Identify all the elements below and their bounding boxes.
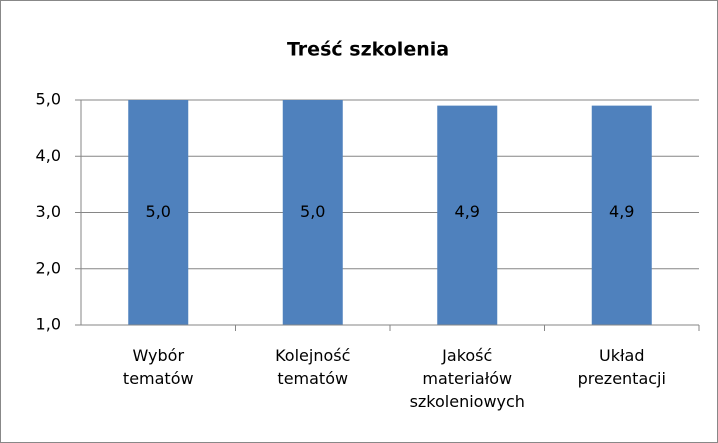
- y-tick-label: 5,0: [36, 90, 61, 109]
- data-label: 5,0: [300, 202, 325, 221]
- data-label: 5,0: [146, 202, 171, 221]
- y-tick-label: 1,0: [36, 315, 61, 334]
- x-tick-label: Kolejność tematów: [275, 346, 351, 388]
- chart-title: Treść szkolenia: [287, 39, 449, 61]
- bar: [282, 100, 343, 325]
- y-tick-label: 2,0: [36, 258, 61, 277]
- x-tick-label: Wybór tematów: [122, 346, 194, 388]
- data-label: 4,9: [455, 202, 480, 221]
- y-tick-label: 4,0: [36, 146, 61, 165]
- bar: [128, 100, 189, 325]
- y-tick-label: 3,0: [36, 202, 61, 221]
- data-label: 4,9: [609, 202, 634, 221]
- bar: [591, 105, 652, 325]
- x-tick-label: Jakość materiałów szkoleniowych: [409, 346, 525, 411]
- bar: [437, 105, 498, 325]
- x-tick-label: Układ prezentacji: [577, 346, 666, 388]
